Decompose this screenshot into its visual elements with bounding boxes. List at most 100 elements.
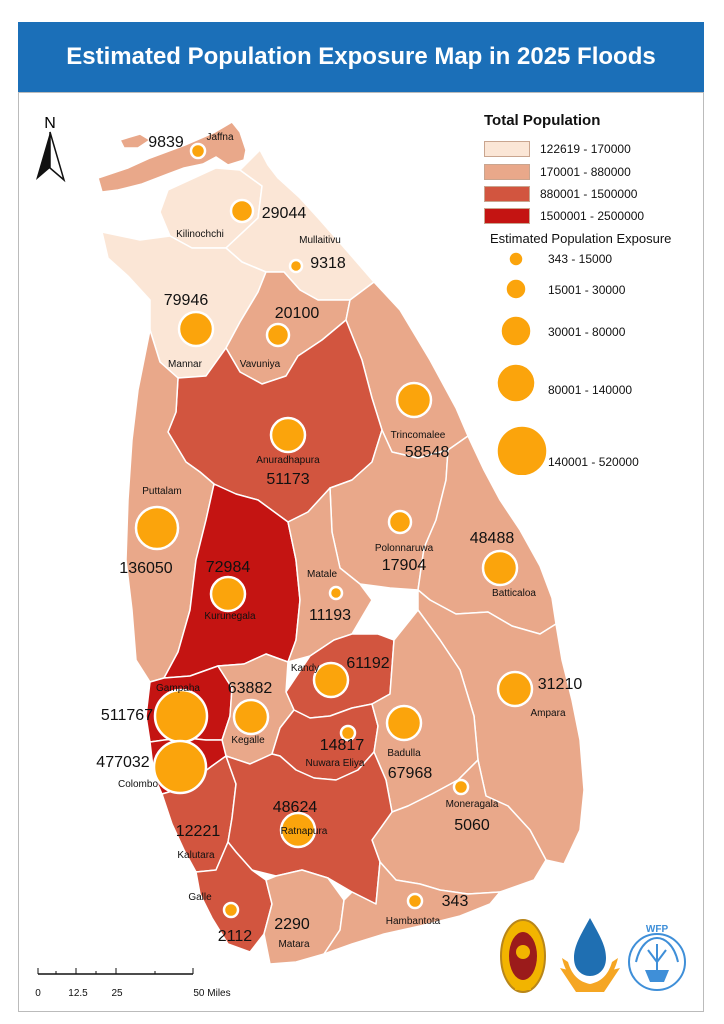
- exposure-circle-nuwara-eliya: [339, 724, 357, 742]
- exposure-value-layer: 9839 29044 9318 79946 20100 58548 51173 …: [96, 134, 582, 945]
- exposure-circle-moneragala: [452, 778, 470, 796]
- exposure-circle-puttalam: [134, 505, 180, 551]
- exposure-circle-trincomalee: [395, 381, 433, 419]
- value-batticaloa: 48488: [470, 530, 515, 547]
- label-nuwara-eliya: Nuwara Eliya: [306, 758, 365, 769]
- value-badulla: 67968: [388, 765, 433, 782]
- north-arrow-icon: [36, 131, 66, 183]
- exposure-circle-mannar: [177, 310, 215, 348]
- value-matale: 11193: [309, 607, 351, 624]
- label-trincomalee: Trincomalee: [391, 430, 446, 441]
- scale-bar: 0 12.5 25 50 Miles: [35, 968, 231, 999]
- legend-population-title: Total Population: [484, 112, 601, 129]
- value-matara: 2290: [274, 916, 310, 933]
- legend-exposure-row-3: 80001 - 140000: [548, 383, 632, 397]
- label-hambantota: Hambantota: [386, 916, 441, 927]
- wfp-logo-icon: WFP: [628, 924, 686, 991]
- label-matale: Matale: [307, 569, 337, 580]
- legend-population-label-1: 170001 - 880000: [540, 165, 631, 179]
- value-ampara: 31210: [538, 676, 583, 693]
- district-layer: [97, 121, 585, 965]
- district-polonnaruwa: [329, 429, 449, 591]
- label-kegalle: Kegalle: [231, 735, 265, 746]
- value-anuradhapura: 51173: [266, 471, 309, 488]
- legend-swatch-0: [484, 141, 530, 157]
- scale-tick-0: 0: [35, 988, 41, 999]
- legend-population-label-3: 1500001 - 2500000: [540, 209, 645, 223]
- legend-circle-2: [500, 315, 532, 347]
- exposure-circle-hambantota: [406, 892, 424, 910]
- value-mannar: 79946: [164, 292, 209, 309]
- exposure-circle-vavuniya: [265, 322, 291, 348]
- government-emblem-icon: [500, 919, 546, 993]
- exposure-circle-batticaloa: [481, 549, 519, 587]
- legend-exposure-label-2: 30001 - 80000: [548, 325, 626, 339]
- district-name-layer: Jaffna Kilinochchi Mullaitivu Mannar Vav…: [118, 132, 566, 950]
- label-jaffna: Jaffna: [206, 132, 233, 143]
- value-kegalle: 63882: [228, 680, 273, 697]
- legend-swatch-1: [484, 164, 530, 180]
- value-vavuniya: 20100: [275, 305, 320, 322]
- label-polonnaruwa: Polonnaruwa: [375, 543, 434, 554]
- label-ampara: Ampara: [530, 708, 565, 719]
- exposure-circle-jaffna: [189, 142, 207, 160]
- legend-circle-1: [505, 278, 527, 300]
- legend-exposure-row-4: 140001 - 520000: [548, 455, 639, 469]
- legend-exposure-circles: [496, 251, 548, 475]
- exposure-circle-galle: [222, 901, 240, 919]
- value-jaffna: 9839: [148, 134, 184, 151]
- value-kurunegala: 72984: [206, 559, 251, 576]
- exposure-circle-kegalle: [232, 698, 270, 736]
- legend-exposure-row-0: 343 - 15000: [548, 252, 612, 266]
- label-galle: Galle: [188, 892, 212, 903]
- label-anuradhapura: Anuradhapura: [256, 455, 320, 466]
- legend-exposure-row-2: 30001 - 80000: [548, 325, 625, 339]
- value-trincomalee: 58548: [405, 444, 450, 461]
- label-vavuniya: Vavuniya: [240, 359, 281, 370]
- legend-exposure-label-4: 140001 - 520000: [548, 455, 639, 469]
- label-moneragala: Moneragala: [446, 799, 499, 810]
- scale-tick-1: 12.5: [68, 988, 88, 999]
- legend-exposure-label-3: 80001 - 140000: [548, 383, 633, 397]
- district-jaffna: [97, 121, 247, 193]
- legend-exposure-label-0: 343 - 15000: [548, 252, 613, 266]
- value-gampaha: 511767: [101, 707, 153, 724]
- legend-exposure-label-1: 15001 - 30000: [548, 283, 626, 297]
- exposure-circle-polonnaruwa: [387, 509, 413, 535]
- legend-swatch-2: [484, 186, 530, 202]
- district-jaffna-island: [119, 133, 151, 149]
- exposure-circle-layer: [134, 142, 534, 919]
- legend-circle-0: [508, 251, 524, 267]
- value-moneragala: 5060: [454, 817, 490, 834]
- value-puttalam: 136050: [119, 560, 172, 577]
- label-kurunegala: Kurunegala: [204, 611, 256, 622]
- label-puttalam: Puttalam: [142, 486, 181, 497]
- exposure-circle-kurunegala: [209, 575, 247, 613]
- north-label: N: [44, 115, 56, 132]
- exposure-circle-mullaitivu: [288, 258, 304, 274]
- value-kalutara: 12221: [176, 823, 221, 840]
- value-nuwara-eliya: 14817: [320, 737, 365, 754]
- value-kilinochchi: 29044: [262, 205, 307, 222]
- map-frame: [18, 92, 704, 1012]
- wfp-logo-text: WFP: [646, 924, 669, 935]
- exposure-circle-colombo: [152, 739, 208, 795]
- exposure-circle-anuradhapura: [269, 416, 307, 454]
- label-matara: Matara: [278, 939, 310, 950]
- value-ratnapura: 48624: [273, 799, 318, 816]
- value-colombo: 477032: [96, 754, 149, 771]
- label-colombo: Colombo: [118, 779, 158, 790]
- legend-population-label-0: 122619 - 170000: [540, 142, 631, 156]
- label-kalutara: Kalutara: [177, 850, 215, 861]
- value-galle: 2112: [218, 928, 253, 945]
- scale-tick-2: 25: [111, 988, 123, 999]
- value-polonnaruwa: 17904: [382, 557, 427, 574]
- label-gampaha: Gampaha: [156, 683, 200, 694]
- exposure-circle-matale: [328, 585, 344, 601]
- value-hambantota: 343: [442, 893, 469, 910]
- legend-population-row-1: 170001 - 880000: [484, 164, 631, 180]
- label-kandy: Kandy: [291, 663, 319, 674]
- disaster-management-logo-icon: [560, 918, 620, 992]
- label-mannar: Mannar: [168, 359, 203, 370]
